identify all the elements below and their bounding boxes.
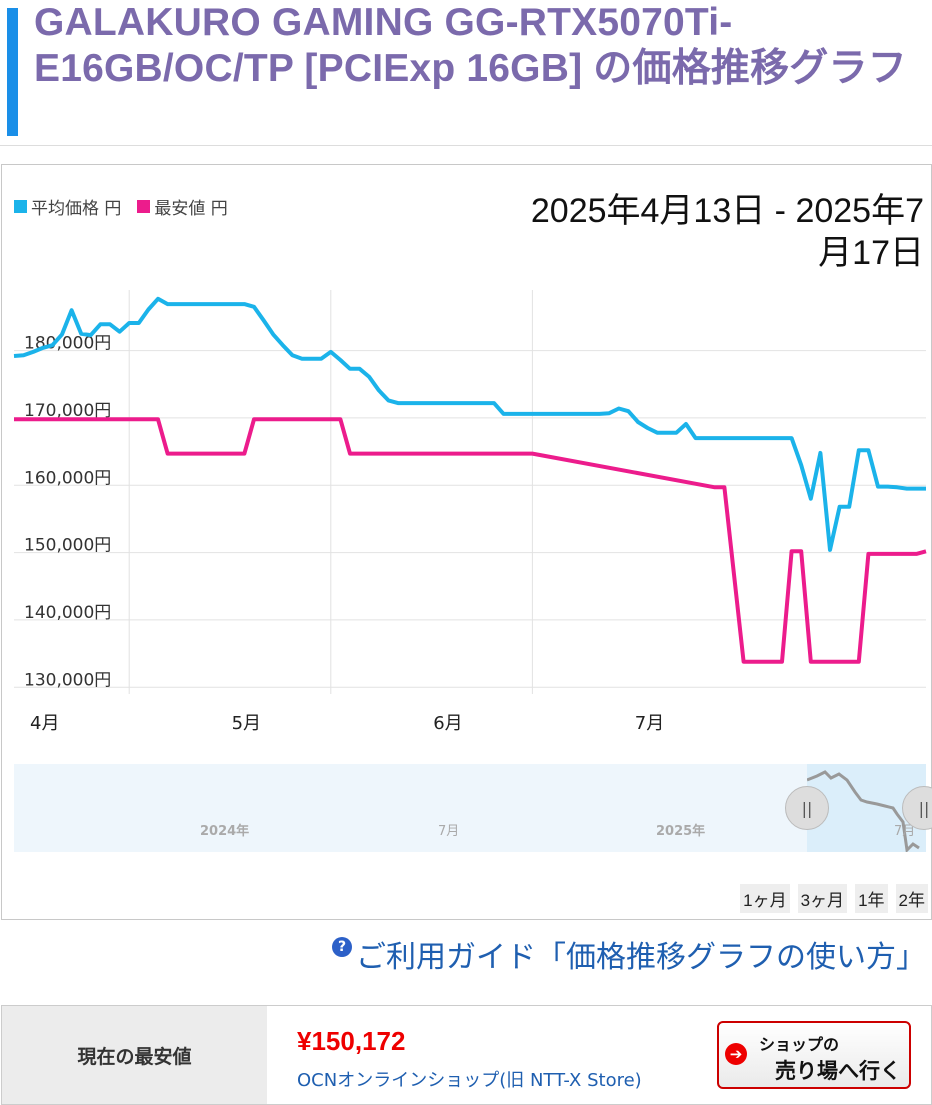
y-tick-label: 170,000円 <box>24 401 111 421</box>
y-tick-label: 160,000円 <box>24 468 111 488</box>
arrow-right-icon: ➔ <box>725 1043 747 1065</box>
range-button-2-years[interactable]: 2年 <box>895 884 928 913</box>
chart-legend: 平均価格 円 最安値 円 <box>14 194 228 219</box>
y-tick-label: 140,000円 <box>24 603 111 623</box>
series-line-average-price <box>13 296 926 552</box>
chart-navigator[interactable]: 2024年 7月 2025年 7月 || || <box>14 764 932 854</box>
shop-name-link[interactable]: OCNオンラインショップ(旧 NTT-X Store) <box>297 1070 642 1091</box>
lowest-price-value: ¥150,172 <box>297 1026 406 1056</box>
navigator-label-jul-2024: 7月 <box>438 824 460 839</box>
navigator-label-jul-2025: 7月 <box>894 824 916 839</box>
legend-item-average[interactable]: 平均価格 円 <box>14 194 121 219</box>
usage-guide: ? ご利用ガイド「価格推移グラフの使い方」 <box>332 932 926 976</box>
usage-guide-link[interactable]: ご利用ガイド「価格推移グラフの使い方」 <box>356 940 926 975</box>
help-icon[interactable]: ? <box>332 937 352 957</box>
legend-label-lowest: 最安値 円 <box>154 199 228 219</box>
navigator-label-2025: 2025年 <box>656 824 706 839</box>
go-to-shop-button[interactable]: ➔ ショップの 売り場へ行く <box>717 1021 911 1089</box>
legend-swatch-lowest <box>137 200 151 213</box>
range-button-1-month[interactable]: 1ヶ月 <box>740 884 790 913</box>
legend-item-lowest[interactable]: 最安値 円 <box>137 194 228 219</box>
legend-label-average: 平均価格 円 <box>31 199 122 219</box>
title-bar: GALAKURO GAMING GG-RTX5070Ti-E16GB/OC/TP… <box>0 0 932 146</box>
x-tick-label: 4月 <box>30 713 59 734</box>
navigator-label-2024: 2024年 <box>200 824 250 839</box>
legend-swatch-average <box>14 200 27 213</box>
x-tick-label: 5月 <box>232 713 261 734</box>
navigator-left-handle[interactable]: || <box>785 786 829 830</box>
page-title: GALAKURO GAMING GG-RTX5070Ti-E16GB/OC/TP… <box>34 1 907 90</box>
shop-button-label-line2: 売り場へ行く <box>775 1059 901 1083</box>
lowest-price-box: 現在の最安値 ¥150,172 OCNオンラインショップ(旧 NTT-X Sto… <box>1 1005 932 1105</box>
shop-button-label-line1: ショップの <box>759 1035 840 1054</box>
range-button-group: 1ヶ月 3ヶ月 1年 2年 <box>740 884 928 913</box>
price-line-chart: 180,000円170,000円160,000円150,000円140,000円… <box>13 290 927 734</box>
range-button-3-months[interactable]: 3ヶ月 <box>797 884 848 913</box>
series-line-lowest-price <box>14 417 927 664</box>
lowest-price-label: 現在の最安値 <box>2 1006 267 1104</box>
x-tick-label: 6月 <box>433 713 462 734</box>
navigator-minimap-line <box>806 770 920 854</box>
y-tick-label: 150,000円 <box>24 536 111 556</box>
range-button-1-year[interactable]: 1年 <box>855 884 888 913</box>
navigator-right-handle[interactable]: || <box>902 786 932 830</box>
x-tick-label: 7月 <box>635 713 664 734</box>
date-range: 2025年4月13日 - 2025年7月17日 <box>530 192 924 272</box>
y-tick-label: 130,000円 <box>24 670 111 690</box>
title-accent-bar <box>7 8 18 136</box>
